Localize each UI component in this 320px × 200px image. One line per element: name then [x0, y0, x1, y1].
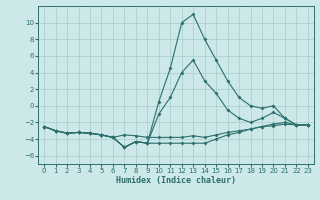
X-axis label: Humidex (Indice chaleur): Humidex (Indice chaleur) [116, 176, 236, 185]
